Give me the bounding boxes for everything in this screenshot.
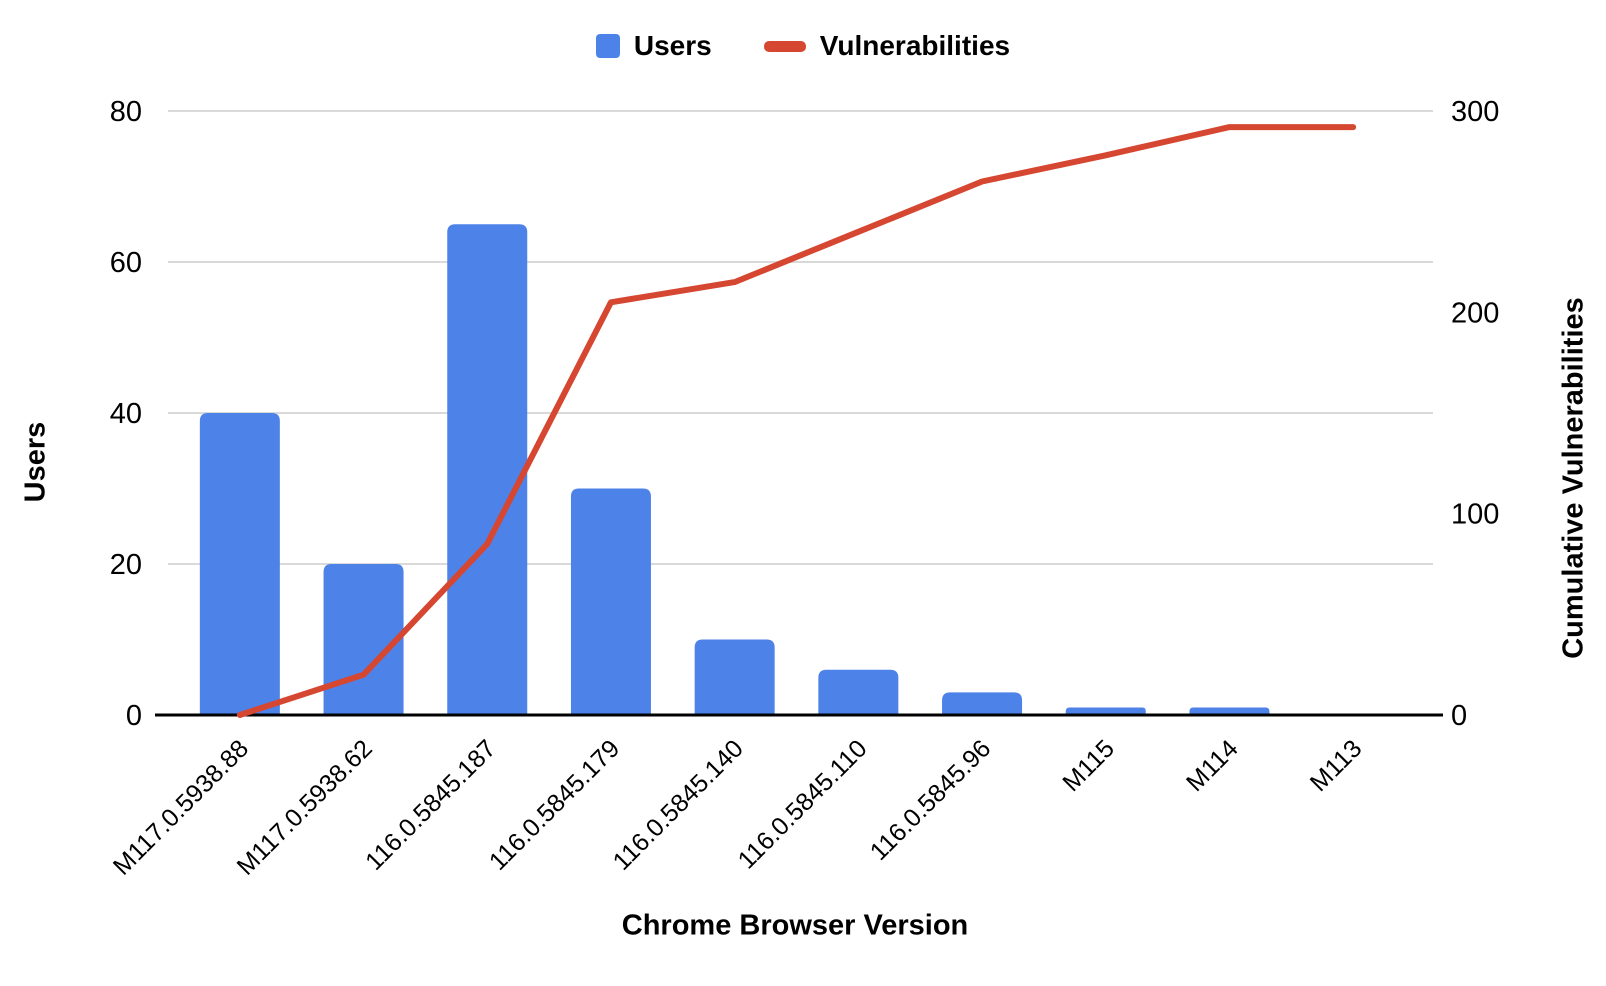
x-axis-category-label: M117.0.5938.62: [232, 734, 378, 880]
left-axis-tick-label: 40: [110, 398, 142, 430]
right-axis-tick-label: 300: [1451, 96, 1499, 128]
users-legend-swatch-icon: [595, 34, 620, 58]
x-axis-category-label: 116.0.5845.110: [733, 734, 873, 874]
x-axis-category-label: 116.0.5845.179: [484, 734, 625, 875]
users-bar: [323, 564, 404, 715]
users-legend-label: Users: [633, 30, 712, 61]
vulnerabilities-line: [236, 124, 1357, 718]
legend-item-vulnerabilities: Vulnerabilities: [763, 30, 1011, 62]
left-axis-tick-label: 80: [110, 96, 142, 128]
left-axis-tick-label: 60: [110, 247, 142, 279]
right-axis-tick-label: 100: [1451, 499, 1499, 531]
vulnerabilities-legend-swatch-icon: [763, 40, 806, 52]
x-axis-category-label: 116.0.5845.96: [865, 734, 997, 866]
chart-legend: Users Vulnerabilities: [0, 30, 1606, 62]
x-axis-category-label: M114: [1181, 734, 1244, 797]
vulnerabilities-legend-label: Vulnerabilities: [819, 30, 1011, 61]
x-axis-category-label: 116.0.5845.187: [360, 734, 501, 875]
x-axis-category-label: M115: [1057, 734, 1120, 797]
x-axis-title: Chrome Browser Version: [621, 909, 969, 942]
users-bar: [694, 639, 775, 715]
right-axis-tick-label: 200: [1451, 297, 1499, 329]
users-bar: [570, 488, 651, 715]
left-axis-tick-label: 20: [110, 549, 142, 581]
users-bar: [1065, 707, 1146, 715]
users-bar: [818, 669, 899, 715]
users-bar: [942, 692, 1023, 715]
users-bar: [447, 224, 528, 715]
x-axis-category-label: M117.0.5938.88: [108, 734, 254, 880]
legend-item-users: Users: [595, 30, 712, 62]
x-axis-category-label: 116.0.5845.140: [608, 734, 749, 875]
users-bar: [1189, 707, 1270, 715]
users-bar: [199, 413, 280, 715]
right-axis-tick-label: 0: [1451, 700, 1467, 732]
x-axis-category-label: M113: [1305, 734, 1368, 797]
left-axis-tick-label: 0: [126, 700, 142, 732]
